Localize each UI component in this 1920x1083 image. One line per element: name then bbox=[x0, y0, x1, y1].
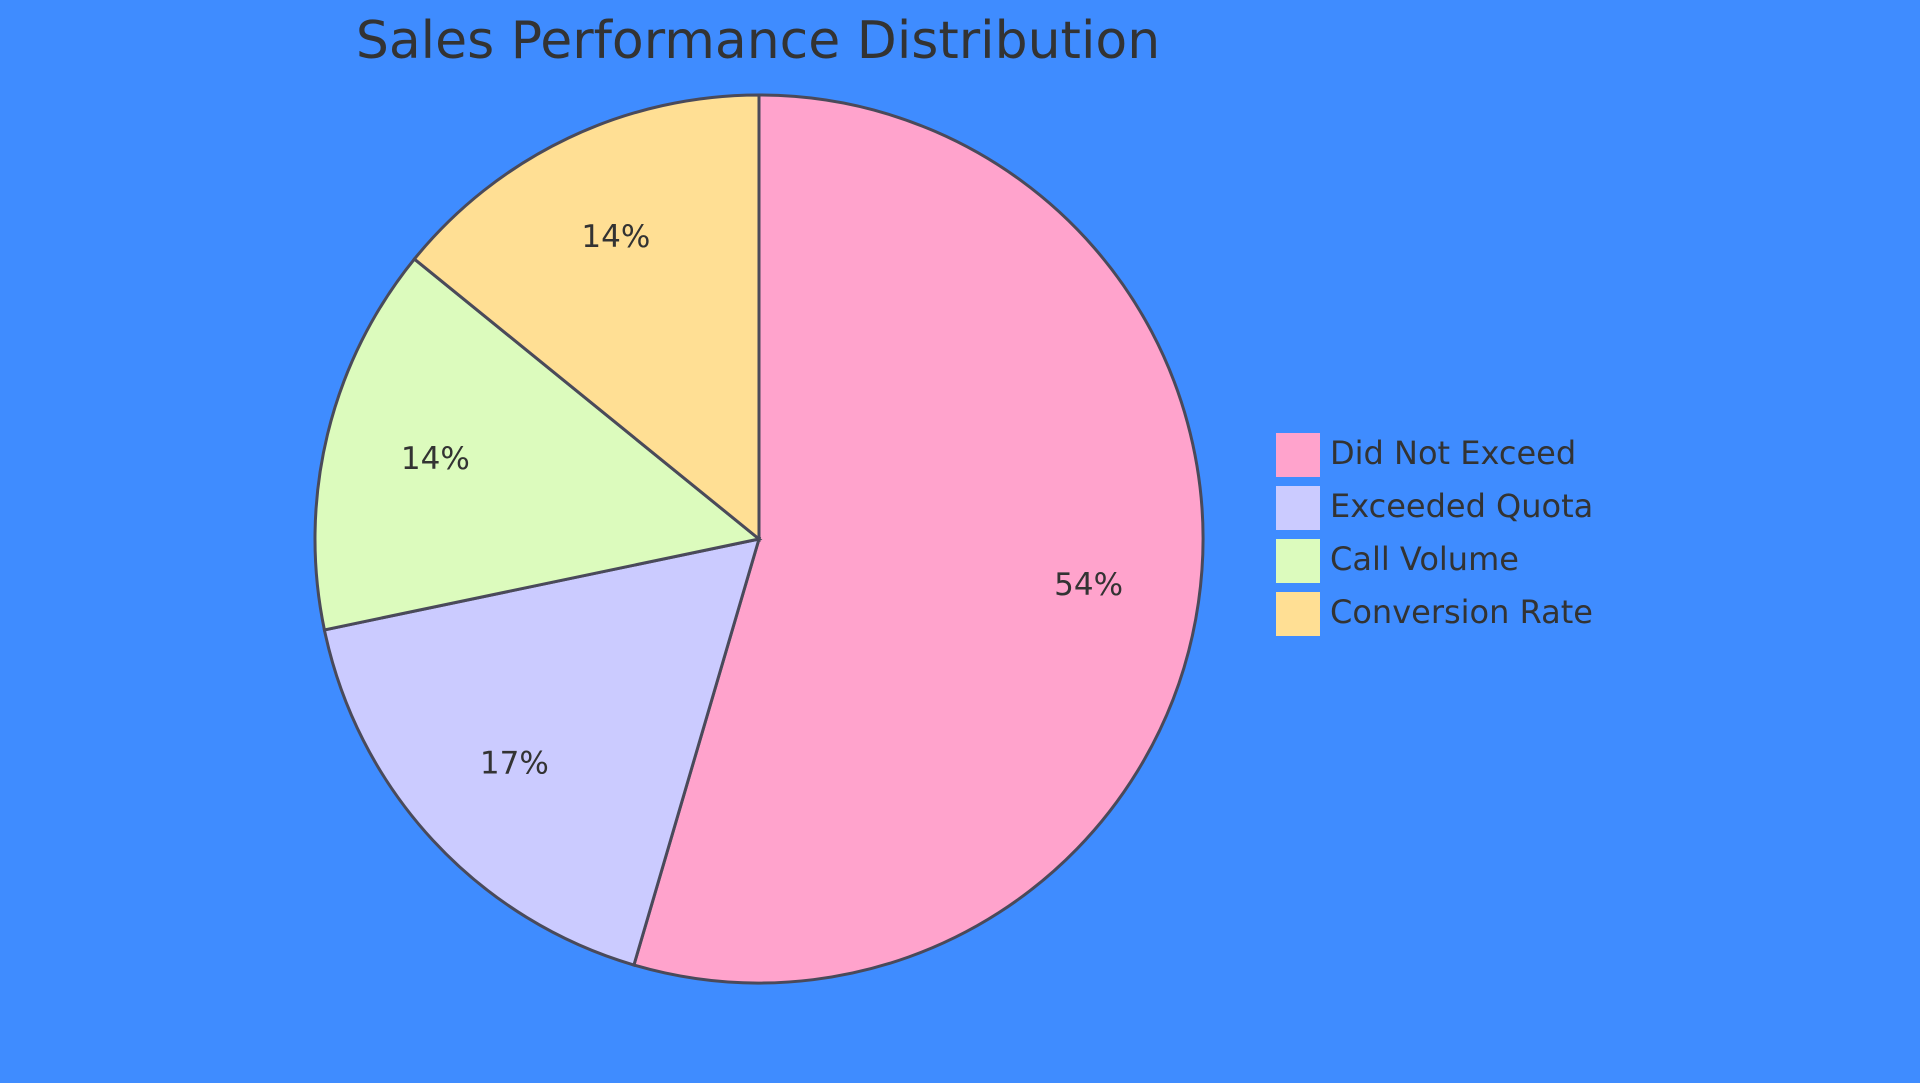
slice-label-call-volume: 14% bbox=[401, 441, 470, 477]
chart-title: Sales Performance Distribution bbox=[356, 11, 1160, 71]
legend-swatch-exceeded-quota bbox=[1274, 484, 1322, 532]
legend-swatch-call-volume bbox=[1274, 537, 1322, 585]
slice-exceeded-quota bbox=[322, 537, 762, 967]
slice-label-did-not-exceed: 54% bbox=[1054, 567, 1123, 603]
pie-slices bbox=[313, 93, 1205, 985]
legend-swatch-conversion-rate bbox=[1274, 590, 1322, 638]
legend-label-conversion-rate: Conversion Rate bbox=[1330, 593, 1593, 631]
slice-call-volume bbox=[313, 256, 763, 632]
slice-label-conversion-rate: 14% bbox=[581, 219, 650, 255]
legend: Did Not Exceed Exceeded Quota Call Volume C… bbox=[1274, 431, 1593, 638]
legend-label-call-volume: Call Volume bbox=[1330, 540, 1519, 578]
pie-slice-labels: 54% 17% 14% 14% bbox=[401, 219, 1123, 782]
legend-label-did-not-exceed: Did Not Exceed bbox=[1330, 434, 1576, 472]
legend-label-exceeded-quota: Exceeded Quota bbox=[1330, 487, 1593, 525]
slice-conversion-rate bbox=[412, 93, 761, 543]
slice-label-exceeded-quota: 17% bbox=[480, 745, 549, 781]
legend-swatch-did-not-exceed bbox=[1274, 431, 1322, 479]
slice-did-not-exceed bbox=[632, 93, 1205, 985]
